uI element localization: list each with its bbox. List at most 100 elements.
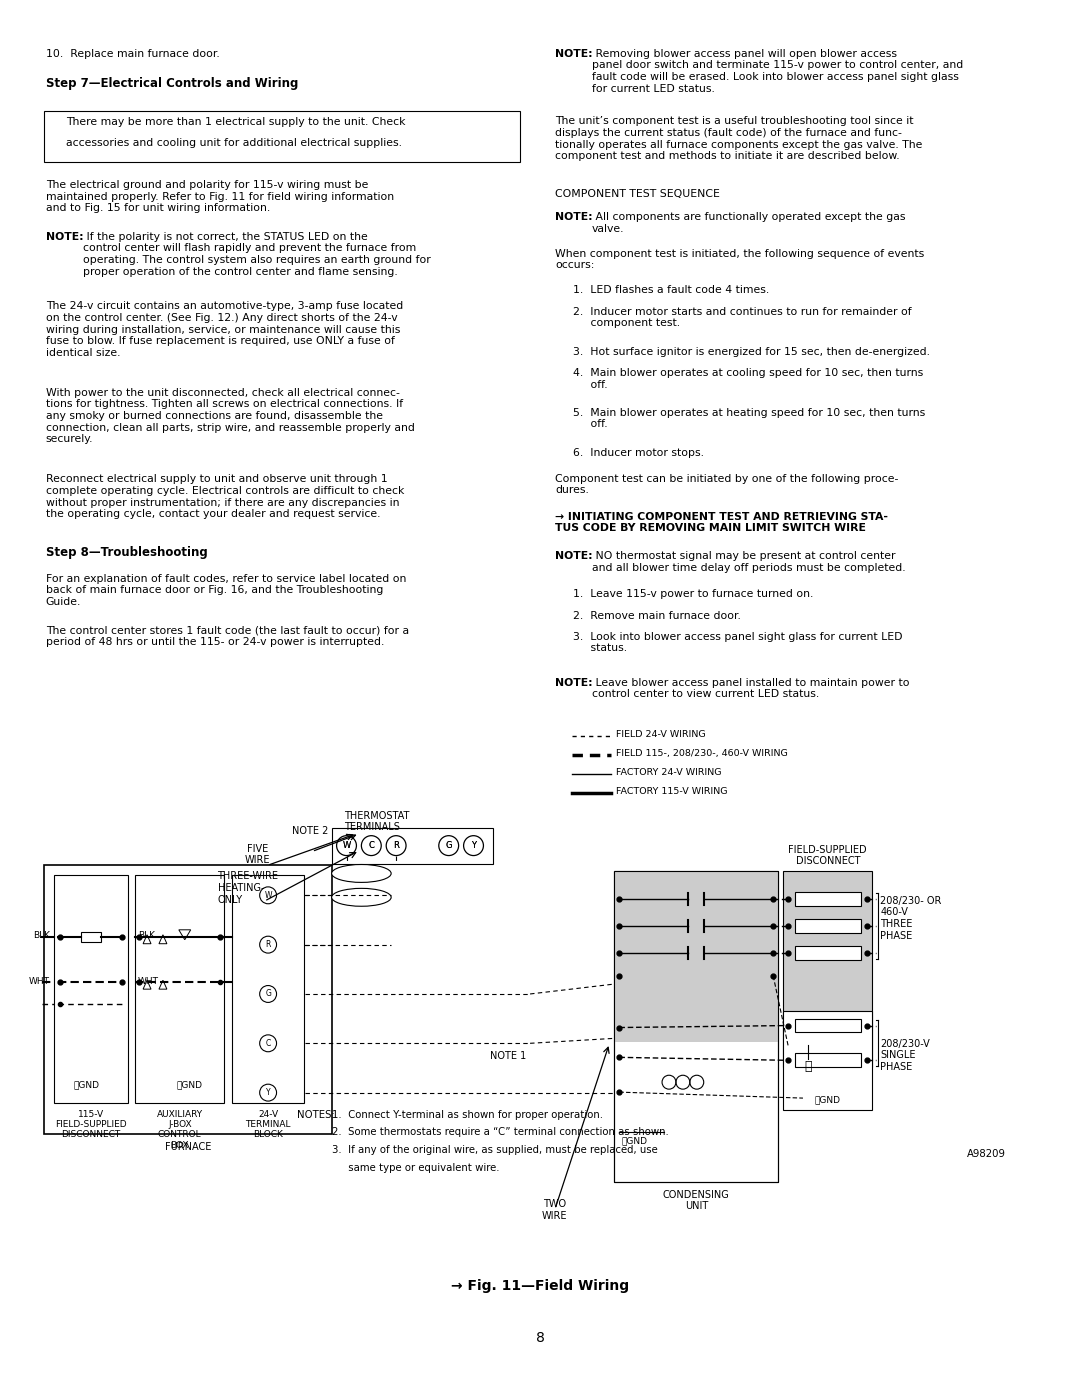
Text: FACTORY 24-V WIRING: FACTORY 24-V WIRING <box>617 768 721 777</box>
Text: Step 7—Electrical Controls and Wiring: Step 7—Electrical Controls and Wiring <box>45 77 298 89</box>
Text: 115-V
FIELD-SUPPLIED
DISCONNECT: 115-V FIELD-SUPPLIED DISCONNECT <box>55 1109 126 1140</box>
Text: 5.  Main blower operates at heating speed for 10 sec, then turns
     off.: 5. Main blower operates at heating speed… <box>572 408 924 429</box>
Circle shape <box>387 835 406 855</box>
Circle shape <box>259 1035 276 1052</box>
Polygon shape <box>143 981 151 989</box>
Text: THREE-WIRE
HEATING-
ONLY: THREE-WIRE HEATING- ONLY <box>217 872 279 905</box>
Text: For an explanation of fault codes, refer to service label located on
back of mai: For an explanation of fault codes, refer… <box>45 574 406 606</box>
Text: 208/230- OR
460-V
THREE
PHASE: 208/230- OR 460-V THREE PHASE <box>880 895 942 940</box>
Text: G: G <box>266 989 271 999</box>
Text: NOTE 2: NOTE 2 <box>292 826 328 835</box>
Text: FIVE
WIRE: FIVE WIRE <box>244 844 270 865</box>
Text: WHT: WHT <box>138 977 159 986</box>
Text: FIELD 24-V WIRING: FIELD 24-V WIRING <box>617 731 706 739</box>
Text: accessories and cooling unit for additional electrical supplies.: accessories and cooling unit for additio… <box>66 138 402 148</box>
Text: FIELD 115-, 208/230-, 460-V WIRING: FIELD 115-, 208/230-, 460-V WIRING <box>617 749 788 759</box>
Text: 3.  Hot surface ignitor is energized for 15 sec, then de-energized.: 3. Hot surface ignitor is energized for … <box>572 346 930 356</box>
Polygon shape <box>179 930 191 940</box>
Text: There may be more than 1 electrical supply to the unit. Check: There may be more than 1 electrical supp… <box>66 117 405 127</box>
Text: When component test is initiated, the following sequence of events
occurs:: When component test is initiated, the fo… <box>555 249 924 270</box>
Text: The electrical ground and polarity for 115-v wiring must be
maintained properly.: The electrical ground and polarity for 1… <box>45 180 394 214</box>
Text: NOTE:: NOTE: <box>555 49 593 59</box>
Text: CONDENSING
UNIT: CONDENSING UNIT <box>663 1190 730 1211</box>
Text: C: C <box>368 841 375 851</box>
Text: TWO
WIRE: TWO WIRE <box>542 1200 568 1221</box>
Text: NOTE:: NOTE: <box>555 552 593 562</box>
Text: 4.  Main blower operates at cooling speed for 10 sec, then turns
     off.: 4. Main blower operates at cooling speed… <box>572 367 923 390</box>
Bar <box>44 110 521 162</box>
Text: NOTE:: NOTE: <box>45 232 83 242</box>
Bar <box>783 1010 873 1111</box>
Circle shape <box>362 835 381 855</box>
Text: A98209: A98209 <box>968 1150 1007 1160</box>
Text: NOTE:: NOTE: <box>555 678 593 687</box>
Circle shape <box>337 835 356 855</box>
Text: ⏚GND: ⏚GND <box>814 1095 840 1105</box>
Text: ⏚GND: ⏚GND <box>73 1080 99 1090</box>
Bar <box>795 1018 861 1032</box>
Text: The control center stores 1 fault code (the last fault to occur) for a
period of: The control center stores 1 fault code (… <box>45 626 409 647</box>
Ellipse shape <box>332 888 391 907</box>
Polygon shape <box>143 935 151 944</box>
Text: Reconnect electrical supply to unit and observe unit through 1
complete operatin: Reconnect electrical supply to unit and … <box>45 475 404 520</box>
Circle shape <box>337 835 356 855</box>
Bar <box>795 919 861 933</box>
Bar <box>44 866 332 1134</box>
Text: THERMOSTAT
TERMINALS: THERMOSTAT TERMINALS <box>345 810 410 833</box>
Text: 3.  Look into blower access panel sight glass for current LED
     status.: 3. Look into blower access panel sight g… <box>572 631 902 654</box>
Circle shape <box>438 835 459 855</box>
Text: If the polarity is not correct, the STATUS LED on the
control center will flash : If the polarity is not correct, the STAT… <box>82 232 430 277</box>
Bar <box>783 872 873 1067</box>
Text: 1.  LED flashes a fault code 4 times.: 1. LED flashes a fault code 4 times. <box>572 285 769 296</box>
Text: 24-V
TERMINAL
BLOCK: 24-V TERMINAL BLOCK <box>245 1109 291 1140</box>
Text: All components are functionally operated except the gas
valve.: All components are functionally operated… <box>592 212 905 233</box>
Text: 10.  Replace main furnace door.: 10. Replace main furnace door. <box>45 49 219 59</box>
Text: COMPONENT TEST SEQUENCE: COMPONENT TEST SEQUENCE <box>555 189 719 198</box>
Text: R: R <box>393 841 399 851</box>
Text: FURNACE: FURNACE <box>164 1143 211 1153</box>
Text: C: C <box>266 1039 271 1048</box>
Text: Leave blower access panel installed to maintain power to
control center to view : Leave blower access panel installed to m… <box>592 678 909 700</box>
Circle shape <box>362 835 381 855</box>
Text: Removing blower access panel will open blower access
panel door switch and termi: Removing blower access panel will open b… <box>592 49 963 94</box>
Text: C: C <box>368 841 375 851</box>
Text: FACTORY 115-V WIRING: FACTORY 115-V WIRING <box>617 787 728 796</box>
Bar <box>795 893 861 907</box>
Text: WHT: WHT <box>29 977 50 986</box>
Text: NOTE:: NOTE: <box>555 212 593 222</box>
Circle shape <box>259 1084 276 1101</box>
Text: → Fig. 11—Field Wiring: → Fig. 11—Field Wiring <box>451 1278 629 1292</box>
Text: G: G <box>445 841 451 851</box>
Bar <box>232 876 303 1102</box>
Text: 2.  Remove main furnace door.: 2. Remove main furnace door. <box>572 610 741 620</box>
Polygon shape <box>159 981 167 989</box>
Circle shape <box>438 835 459 855</box>
Polygon shape <box>159 935 167 944</box>
Circle shape <box>259 936 276 953</box>
Text: 3.  If any of the original wire, as supplied, must be replaced, use: 3. If any of the original wire, as suppl… <box>332 1146 658 1155</box>
Text: R: R <box>266 940 271 949</box>
Text: W: W <box>342 841 351 851</box>
Bar <box>615 872 779 1182</box>
Bar <box>135 876 225 1102</box>
Circle shape <box>463 835 484 855</box>
Bar <box>615 872 779 1182</box>
Text: ⏚: ⏚ <box>805 1060 812 1073</box>
Text: NOTE 1: NOTE 1 <box>490 1052 527 1062</box>
Bar <box>81 932 100 942</box>
Text: Y: Y <box>471 841 476 851</box>
Bar <box>615 872 779 1042</box>
Text: ⏚GND: ⏚GND <box>177 1080 203 1090</box>
Text: Step 8—Troubleshooting: Step 8—Troubleshooting <box>45 546 207 559</box>
Text: same type or equivalent wire.: same type or equivalent wire. <box>332 1164 499 1173</box>
Text: Y: Y <box>266 1088 270 1097</box>
Text: BLK: BLK <box>32 932 50 940</box>
Text: NOTES:: NOTES: <box>297 1109 335 1119</box>
Text: 2.  Some thermostats require a “C” terminal connection as shown.: 2. Some thermostats require a “C” termin… <box>332 1127 669 1137</box>
Text: G: G <box>445 841 451 851</box>
Text: 208/230-V
SINGLE
PHASE: 208/230-V SINGLE PHASE <box>880 1039 930 1071</box>
Text: AUXILIARY
J-BOX
CONTROL
BOX: AUXILIARY J-BOX CONTROL BOX <box>157 1109 203 1150</box>
Text: 1.  Connect Y-terminal as shown for proper operation.: 1. Connect Y-terminal as shown for prope… <box>332 1109 603 1119</box>
Bar <box>795 946 861 960</box>
Text: The unit’s component test is a useful troubleshooting tool since it
displays the: The unit’s component test is a useful tr… <box>555 116 922 161</box>
